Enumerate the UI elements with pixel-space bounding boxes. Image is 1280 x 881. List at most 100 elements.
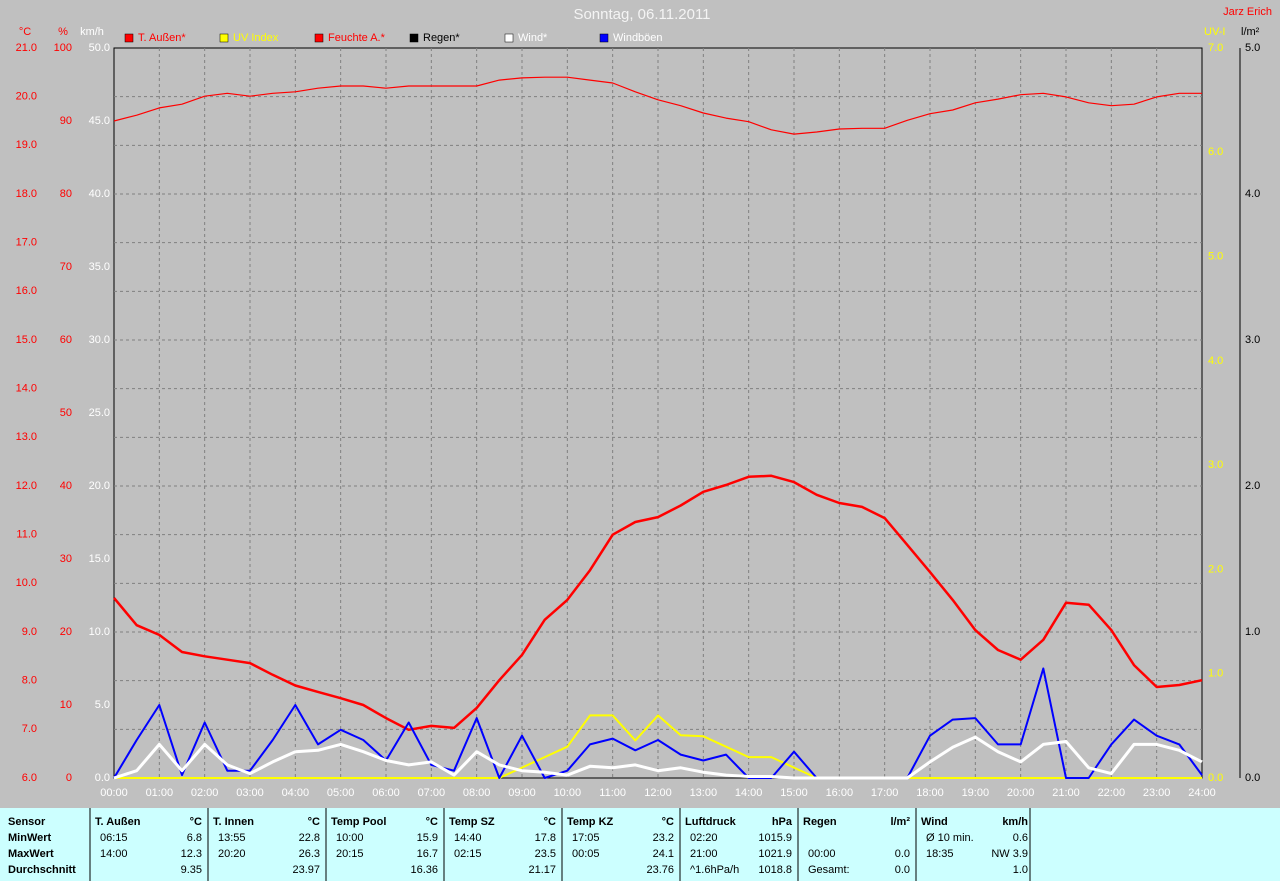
legend-swatch [504, 33, 514, 43]
cell: 9.35 [181, 864, 202, 876]
cell: 23.76 [646, 864, 674, 876]
cell: Ø 10 min. [926, 832, 974, 844]
cell: 0.0 [895, 848, 910, 860]
section-unit: °C [544, 816, 556, 828]
y-tick-label: 80 [60, 188, 72, 200]
x-tick-label: 24:00 [1188, 787, 1216, 799]
row-label: MinWert [8, 832, 52, 844]
axis-label: % [58, 26, 68, 38]
x-tick-label: 12:00 [644, 787, 672, 799]
cell: 15.9 [417, 832, 438, 844]
cell: 16.36 [410, 864, 438, 876]
y-tick-label: 20.0 [89, 480, 110, 492]
y-tick-label: 5.0 [1208, 250, 1223, 262]
x-tick-label: 09:00 [508, 787, 536, 799]
axis-label: km/h [80, 26, 104, 38]
cell: 02:15 [454, 848, 482, 860]
cell: 16.7 [417, 848, 438, 860]
y-tick-label: 0.0 [95, 772, 110, 784]
legend-label: UV Index [233, 32, 279, 44]
cell: 12.3 [181, 848, 202, 860]
x-tick-label: 04:00 [282, 787, 310, 799]
cell: 14:40 [454, 832, 482, 844]
section-unit: °C [426, 816, 438, 828]
cell: 21.17 [528, 864, 556, 876]
y-tick-label: 7.0 [22, 723, 37, 735]
legend-swatch [314, 33, 324, 43]
section-header: Luftdruck [685, 816, 737, 828]
x-tick-label: 18:00 [916, 787, 944, 799]
y-tick-label: 4.0 [1208, 355, 1223, 367]
y-tick-label: 17.0 [16, 237, 37, 249]
y-tick-label: 50 [60, 407, 72, 419]
section-unit: l/m² [890, 816, 910, 828]
cell: 1018.8 [758, 864, 792, 876]
y-tick-label: 3.0 [1208, 459, 1223, 471]
legend-label: Regen* [423, 32, 460, 44]
axis-label: °C [19, 26, 31, 38]
y-tick-label: 4.0 [1245, 188, 1260, 200]
legend-label: T. Außen* [138, 32, 186, 44]
axis-label: UV-I [1204, 26, 1225, 38]
y-tick-label: 2.0 [1245, 480, 1260, 492]
table-header: Sensor [8, 816, 46, 828]
y-tick-label: 21.0 [16, 42, 37, 54]
x-tick-label: 02:00 [191, 787, 219, 799]
x-tick-label: 07:00 [418, 787, 446, 799]
cell: 23.2 [653, 832, 674, 844]
y-tick-label: 1.0 [1245, 626, 1260, 638]
y-tick-label: 20 [60, 626, 72, 638]
section-header: Wind [921, 816, 948, 828]
cell: 24.1 [653, 848, 674, 860]
section-header: Regen [803, 816, 837, 828]
x-tick-label: 08:00 [463, 787, 491, 799]
y-tick-label: 40.0 [89, 188, 110, 200]
cell: 23.5 [535, 848, 556, 860]
legend-swatch [124, 33, 134, 43]
series-line [113, 667, 1203, 779]
cell: 20:20 [218, 848, 246, 860]
section-header: T. Innen [213, 816, 254, 828]
y-tick-label: 50.0 [89, 42, 110, 54]
cell: 17:05 [572, 832, 600, 844]
y-tick-label: 5.0 [95, 699, 110, 711]
y-tick-label: 30.0 [89, 334, 110, 346]
y-tick-label: 9.0 [22, 626, 37, 638]
x-tick-label: 16:00 [826, 787, 854, 799]
series-line [113, 474, 1203, 732]
x-tick-label: 05:00 [327, 787, 355, 799]
y-tick-label: 30 [60, 553, 72, 565]
row-label: MaxWert [8, 848, 54, 860]
legend-label: Wind* [518, 32, 548, 44]
y-tick-label: 25.0 [89, 407, 110, 419]
legend-swatch [219, 33, 229, 43]
cell: 26.3 [299, 848, 320, 860]
y-tick-label: 18.0 [16, 188, 37, 200]
cell: ^1.6hPa/h [690, 864, 739, 876]
y-tick-label: 45.0 [89, 115, 110, 127]
cell: 0.0 [895, 864, 910, 876]
axis-label: l/m² [1241, 26, 1260, 38]
cell: 18:35 [926, 848, 954, 860]
cell: 17.8 [535, 832, 556, 844]
y-tick-label: 1.0 [1208, 668, 1223, 680]
y-tick-label: 7.0 [1208, 42, 1223, 54]
y-tick-label: 14.0 [16, 383, 37, 395]
x-tick-label: 14:00 [735, 787, 763, 799]
y-tick-label: 20.0 [16, 91, 37, 103]
section-unit: hPa [772, 816, 793, 828]
x-tick-label: 10:00 [554, 787, 582, 799]
y-tick-label: 40 [60, 480, 72, 492]
cell: 00:05 [572, 848, 600, 860]
y-tick-label: 10 [60, 699, 72, 711]
series-line [113, 76, 1202, 135]
y-tick-label: 19.0 [16, 139, 37, 151]
y-tick-label: 16.0 [16, 285, 37, 297]
y-tick-label: 3.0 [1245, 334, 1260, 346]
cell: 13:55 [218, 832, 246, 844]
section-header: Temp Pool [331, 816, 386, 828]
legend-label: Windböen [613, 32, 663, 44]
cell: 20:15 [336, 848, 364, 860]
